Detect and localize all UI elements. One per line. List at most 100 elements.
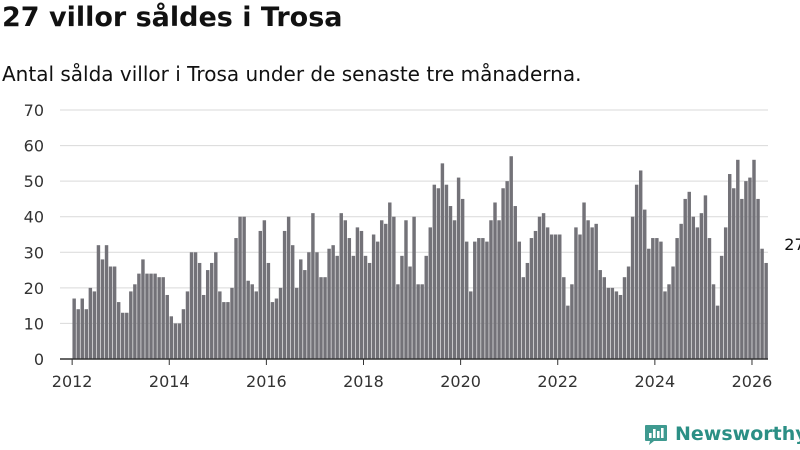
bar	[363, 255, 368, 359]
bar	[699, 213, 704, 359]
y-tick-label-50: 50	[24, 172, 44, 191]
bar	[141, 259, 145, 359]
bar	[582, 202, 586, 359]
bar	[76, 309, 80, 359]
bar	[181, 309, 186, 359]
bar	[695, 227, 700, 359]
bar	[647, 248, 651, 359]
bar	[343, 220, 348, 359]
bar	[266, 262, 271, 359]
bar	[460, 198, 465, 359]
bar	[440, 163, 445, 359]
bar	[149, 273, 153, 359]
bar	[286, 216, 291, 359]
bar	[323, 277, 327, 359]
bar	[193, 252, 198, 359]
x-tick-label-2020: 2020	[440, 372, 481, 391]
bar	[570, 284, 574, 359]
bar	[339, 213, 343, 359]
bar	[80, 298, 84, 359]
bar	[145, 273, 149, 359]
bar	[331, 245, 335, 359]
bar	[214, 252, 218, 359]
bar	[614, 291, 619, 359]
bar	[477, 238, 481, 359]
bar	[234, 238, 238, 359]
bar	[392, 216, 396, 359]
bar	[558, 234, 562, 359]
bar	[473, 241, 477, 359]
bar	[719, 255, 724, 359]
bar	[736, 159, 740, 359]
bar	[727, 174, 732, 359]
bar	[258, 230, 263, 359]
bar	[347, 238, 352, 359]
bar	[683, 198, 687, 359]
bar	[379, 220, 384, 359]
bar	[177, 323, 182, 359]
bar	[533, 230, 538, 359]
bar	[671, 266, 675, 359]
bar	[335, 255, 339, 359]
axes: 0 10 20 30 40 50 60 70 2012 2014 2016 2018 2020 2022 2…	[24, 101, 773, 391]
bar	[574, 227, 578, 359]
chart-title: 27 villor såldes i Trosa	[2, 2, 343, 33]
y-tick-label-10: 10	[24, 314, 44, 333]
bar	[84, 309, 89, 359]
bar	[618, 294, 623, 359]
bar	[355, 227, 360, 359]
bar	[752, 159, 756, 359]
bar	[566, 305, 570, 359]
bar	[396, 284, 400, 359]
latest-value-label-halo: 27	[784, 235, 800, 254]
bar	[121, 312, 125, 359]
bar	[112, 266, 117, 359]
bar	[290, 245, 295, 359]
bar	[303, 270, 307, 359]
bar	[489, 220, 493, 359]
bar	[92, 291, 97, 359]
bar	[424, 255, 428, 359]
bar	[108, 266, 113, 359]
bar	[250, 284, 254, 359]
bar	[444, 184, 449, 359]
bar	[452, 220, 457, 359]
bar	[562, 277, 566, 359]
chart-subtitle: Antal sålda villor i Trosa under de sena…	[2, 62, 582, 86]
bar	[505, 181, 509, 359]
bar	[732, 188, 736, 359]
bar	[169, 316, 174, 359]
bar	[100, 259, 105, 359]
bar	[189, 252, 194, 359]
bar	[96, 245, 101, 359]
bar	[161, 277, 165, 359]
bar	[307, 252, 311, 359]
bar	[72, 298, 76, 359]
bar	[493, 202, 497, 359]
bar	[578, 234, 582, 359]
bar	[173, 323, 178, 359]
bar	[663, 291, 667, 359]
bar	[432, 184, 437, 359]
bar	[404, 220, 408, 359]
bar	[133, 284, 137, 359]
bar	[242, 216, 246, 359]
bar	[197, 262, 202, 359]
bar	[464, 241, 469, 359]
x-tick-label-2018: 2018	[343, 372, 384, 391]
bar	[501, 188, 505, 359]
y-tick-label-30: 30	[24, 243, 44, 262]
bar	[448, 206, 453, 359]
bar	[230, 287, 234, 359]
bar	[412, 216, 416, 359]
bar	[497, 220, 501, 359]
bar	[667, 284, 671, 359]
bar	[756, 198, 760, 359]
bar	[590, 227, 594, 359]
bar	[691, 216, 696, 359]
bar	[521, 277, 526, 359]
bar	[602, 277, 606, 359]
bars	[72, 156, 768, 359]
